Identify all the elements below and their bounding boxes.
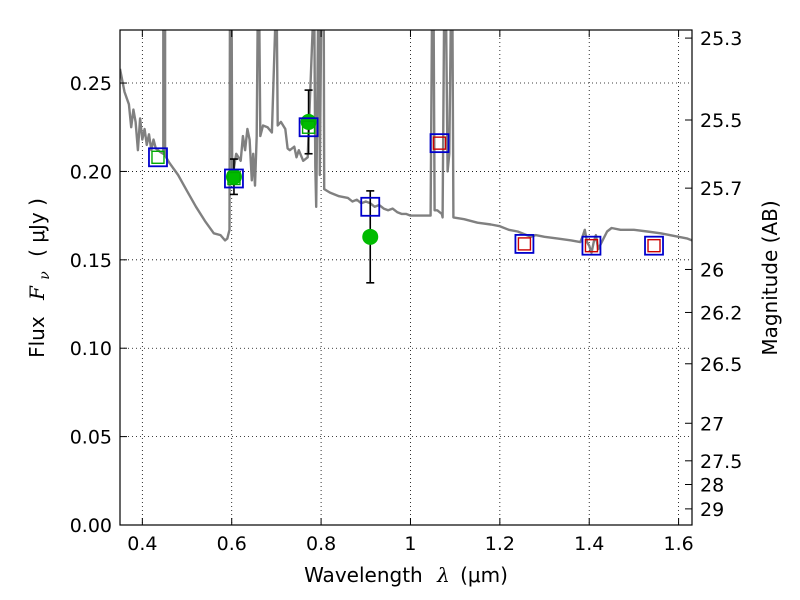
axis-ticks (120, 30, 692, 526)
y-tick-label: 0.15 (70, 250, 112, 272)
model-point-inner (517, 237, 532, 251)
magnitude-tick-label: 25.3 (700, 28, 742, 50)
model-point-inner (647, 238, 661, 253)
x-tick-label: 0.6 (217, 533, 247, 555)
x-tick-label: 1.2 (485, 533, 515, 555)
model-point (644, 235, 664, 256)
y-tick-label: 0.10 (70, 338, 112, 360)
magnitude-tick-label: 26.5 (700, 354, 742, 376)
x-tick-label: 0.8 (306, 533, 336, 555)
x-axis-symbol: λ (436, 563, 450, 587)
magnitude-tick-label: 27.5 (700, 451, 742, 473)
magnitude-tick-label: 26 (700, 259, 724, 281)
y-axis-unit: ( μJy ) (25, 198, 49, 257)
plot-frame (119, 29, 693, 526)
model-point-inner (151, 150, 165, 164)
magnitude-tick-label: 26.2 (700, 302, 742, 324)
x-tick-label: 0.4 (127, 533, 157, 555)
magnitude-tick-label: 28 (700, 475, 724, 497)
x-axis-unit: (μm) (460, 563, 508, 587)
x-tick-label: 1 (404, 533, 416, 555)
grid-lines (120, 30, 692, 526)
x-tick-label: 1.4 (574, 533, 604, 555)
tick-labels: 0.4 0.6 0.8 1 1.2 1.4 1.6 0.00 0.05 0.10 0.15 0.20 0… (70, 28, 743, 555)
model-point (224, 168, 244, 189)
model-point-inner (227, 171, 241, 186)
x-axis-title: Wavelength λ (μm) (304, 563, 508, 587)
y-tick-label: 0.25 (70, 73, 112, 95)
y-axis-symbol-subscript: ν (37, 271, 53, 280)
model-point-inner (584, 238, 599, 253)
model-point (581, 235, 602, 256)
magnitude-tick-label: 29 (700, 499, 724, 521)
y-axis-title: Flux F ν ( μJy ) (25, 198, 54, 358)
y-axis-label: Flux (25, 316, 49, 358)
magnitude-tick-label: 25.7 (700, 178, 742, 200)
model-point-inner (301, 120, 316, 134)
model-sed-line (120, 30, 692, 254)
y2-axis-title: Magnitude (AB) (758, 200, 782, 355)
y-tick-label: 0.20 (70, 161, 112, 183)
y-tick-label: 0.05 (70, 427, 112, 449)
model-point (148, 147, 168, 168)
y-tick-label: 0.00 (70, 515, 112, 537)
model-point-inner (432, 136, 447, 150)
model-point (514, 234, 535, 254)
magnitude-tick-label: 25.5 (700, 110, 742, 132)
model-point (360, 196, 381, 217)
magnitude-tick-label: 27 (700, 413, 724, 435)
x-tick-label: 1.6 (663, 533, 693, 555)
model-photometry (148, 117, 664, 256)
model-point (429, 133, 450, 154)
x-axis-label: Wavelength (304, 563, 423, 587)
model-sed-curve (120, 30, 692, 254)
observed-point (362, 228, 379, 245)
y-axis-symbol: F (25, 285, 49, 301)
model-point (298, 117, 319, 138)
